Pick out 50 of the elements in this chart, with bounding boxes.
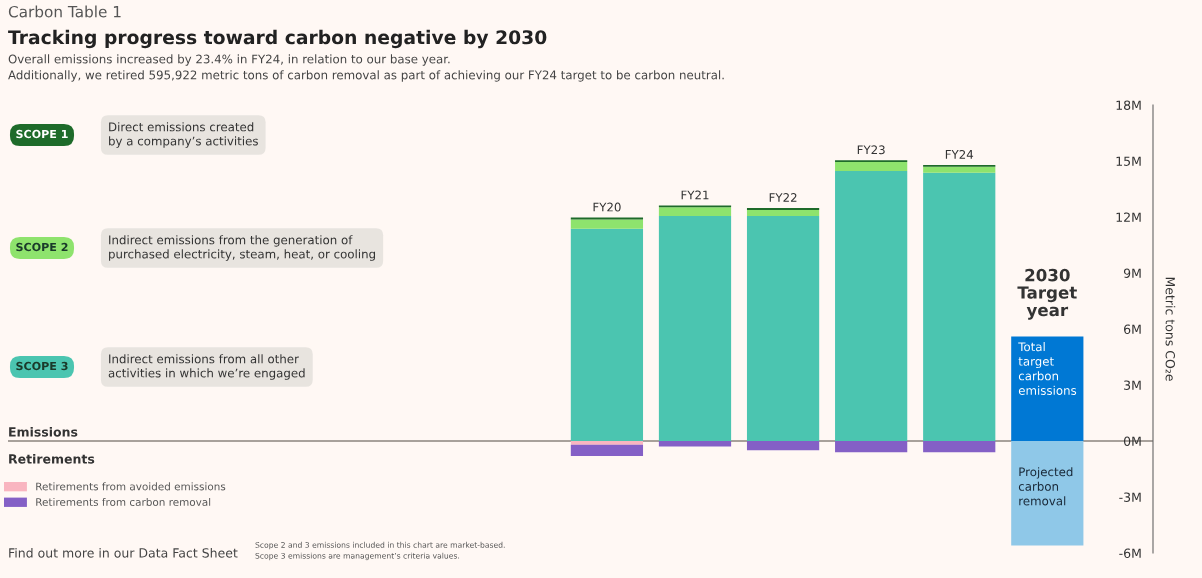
legend-label: Retirements from carbon removal: [36, 497, 211, 506]
y-axis-title: Metric tons CO₂e: [1165, 277, 1176, 381]
bar: [923, 441, 996, 453]
bar: [1011, 441, 1084, 546]
x-tick-label: FY24: [945, 149, 974, 159]
bar: [570, 228, 644, 441]
text: Tracking progress toward carbon negative by 2030: [8, 29, 547, 49]
bar: [746, 209, 820, 217]
bar: [835, 170, 908, 441]
text: SCOPE 3: [16, 361, 68, 371]
y-tick-label: 12M: [1116, 212, 1141, 222]
series-label: Projected carbon removal: [1018, 467, 1073, 506]
y-tick-label: 9M: [1123, 268, 1141, 278]
bar: [570, 219, 644, 229]
bar: [746, 441, 820, 451]
y-tick-label: -3M: [1119, 492, 1141, 502]
text: Carbon Table 1: [8, 5, 121, 18]
text: Indirect emissions from all other activities in which we’re engaged: [108, 354, 305, 380]
bar: [658, 441, 732, 447]
bar: [658, 216, 732, 441]
series-label: Total target carbon emissions: [1018, 342, 1077, 395]
y-tick-label: 15M: [1116, 156, 1141, 166]
bar: [570, 444, 644, 456]
y-tick-label: -6M: [1119, 548, 1141, 558]
bar: [835, 441, 908, 453]
bar: [658, 207, 732, 217]
bar: [835, 162, 908, 171]
bar: [746, 216, 820, 441]
y-tick-label: 3M: [1124, 380, 1141, 390]
text: Indirect emissions from the generation of purchased electricity, steam, heat, or cooling: [109, 235, 376, 261]
y-tick-label: 6M: [1124, 324, 1141, 334]
text: Overall emissions increased by 23.4% in FY24, in relation to our base year. Additionally, we retired 595,922 metric tons of carbon removal as part of achieving our FY24 target to be carbon neutral.: [8, 54, 724, 82]
text: Emissions: [9, 426, 78, 437]
bar: [923, 166, 996, 173]
bar: [1011, 336, 1084, 441]
text: SCOPE 2: [16, 242, 68, 252]
x-tick-label: FY23: [857, 145, 885, 155]
legend-label: Retirements from avoided emissions: [36, 482, 226, 491]
text: Find out more in our Data Fact Sheet: [9, 547, 238, 558]
x-tick-label: FY22: [769, 193, 797, 202]
bar: [570, 441, 644, 445]
y-tick-label: 0M: [1123, 436, 1141, 446]
y-tick-label: 18M: [1116, 100, 1141, 110]
text: Direct emissions created by a company’s activities: [109, 122, 258, 148]
x-tick-label: 2030 Target year: [1017, 268, 1077, 320]
x-tick-label: FY21: [681, 190, 709, 200]
bar: [923, 172, 996, 441]
text: Retirements: [9, 453, 95, 464]
x-tick-label: FY20: [593, 202, 621, 212]
text: SCOPE 1: [16, 129, 68, 139]
